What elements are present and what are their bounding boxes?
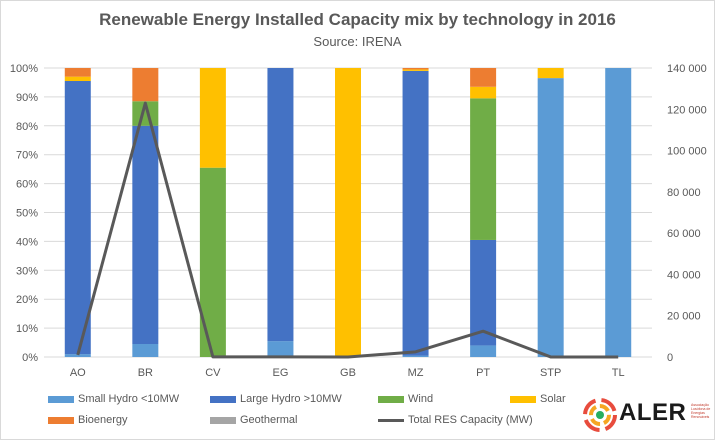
bar-segment xyxy=(470,86,497,99)
bar-segment xyxy=(132,343,159,357)
y-right-tick-label: 20 000 xyxy=(667,311,701,323)
legend-label: Total RES Capacity (MW) xyxy=(408,414,533,426)
bar-segment xyxy=(199,167,226,357)
y-left-tick-label: 30% xyxy=(16,265,38,277)
x-tick-label: MZ xyxy=(408,367,424,379)
x-tick-label: AO xyxy=(70,367,86,379)
bar-segment xyxy=(64,68,91,77)
aler-logo: ALER Associação Lusófona de Energias Ren… xyxy=(583,395,713,435)
y-right-tick-label: 40 000 xyxy=(667,269,701,281)
bar-segment xyxy=(402,70,429,356)
x-tick-label: GB xyxy=(340,367,356,379)
legend-swatch xyxy=(510,395,536,403)
plot-area: 0% 10% 20% 30% 40% 50% 60% 70% 80% 90% 100% 0 20 000… xyxy=(10,63,707,379)
y-left-tick-label: 10% xyxy=(16,323,38,335)
aler-logo-tagline: Associação Lusófona de Energias Renováve… xyxy=(691,403,711,419)
x-tick-label: EG xyxy=(272,367,288,379)
y-right-tick-label: 120 000 xyxy=(667,104,707,116)
legend-item: Large Hydro >10MW xyxy=(210,393,342,405)
bar-segment xyxy=(402,68,429,70)
x-tick-label: TL xyxy=(612,367,625,379)
legend-item: Small Hydro <10MW xyxy=(48,393,179,405)
legend-label: Bioenergy xyxy=(78,414,128,426)
legend-swatch xyxy=(210,395,236,403)
chart-title: Renewable Energy Installed Capacity mix … xyxy=(99,10,616,29)
y-left-tick-label: 90% xyxy=(16,92,38,104)
legend-label: Small Hydro <10MW xyxy=(78,393,180,405)
y-right-tick-label: 140 000 xyxy=(667,63,707,75)
x-tick-label: BR xyxy=(138,367,153,379)
bar-segment xyxy=(402,69,429,71)
legend-item: Solar xyxy=(510,393,566,405)
bar-segment xyxy=(132,68,159,102)
y-right-tick-label: 60 000 xyxy=(667,228,701,240)
bar-segment xyxy=(470,345,497,357)
y-left-tick-label: 0% xyxy=(22,352,38,364)
bar-segment xyxy=(335,68,361,357)
legend-item: Wind xyxy=(378,393,433,405)
legend-label: Solar xyxy=(540,393,566,405)
y-left-tick-label: 80% xyxy=(16,121,38,133)
bar-segment xyxy=(470,98,497,240)
legend-label: Geothermal xyxy=(240,414,298,426)
legend-item: Geothermal xyxy=(210,414,297,426)
bar-segment xyxy=(64,76,91,82)
y-left-tick-label: 70% xyxy=(16,150,38,162)
legend-item: Bioenergy xyxy=(48,414,128,426)
legend-swatch xyxy=(48,416,74,424)
y-left-tick-label: 100% xyxy=(10,63,38,75)
legend: Small Hydro <10MW Large Hydro >10MW Wind So… xyxy=(48,393,568,435)
bar-segment xyxy=(199,68,226,168)
legend-swatch xyxy=(210,416,236,424)
y-left-tick-label: 50% xyxy=(16,208,38,220)
chart-subtitle: Source: IRENA xyxy=(313,34,402,49)
bar-segment xyxy=(605,68,632,357)
bar-segment xyxy=(132,125,159,344)
y-right-tick-label: 80 000 xyxy=(667,187,701,199)
bar-segment xyxy=(470,239,497,346)
bar-segment xyxy=(402,355,429,357)
x-tick-label: CV xyxy=(205,367,221,379)
total-capacity-line xyxy=(76,101,619,359)
legend-label: Large Hydro >10MW xyxy=(240,393,342,405)
aler-logo-text: ALER xyxy=(619,399,687,426)
aler-logo-icon xyxy=(583,398,617,432)
bar-segment xyxy=(470,68,497,87)
bar-segment xyxy=(64,354,91,357)
y-left-tick-label: 40% xyxy=(16,236,38,248)
legend-label: Wind xyxy=(408,393,434,405)
x-tick-label: PT xyxy=(476,367,490,379)
bar-segment xyxy=(537,78,564,358)
x-tick-label: STP xyxy=(540,367,561,379)
legend-swatch xyxy=(378,395,404,403)
y-right-tick-label: 100 000 xyxy=(667,146,707,158)
legend-swatch xyxy=(48,395,74,403)
bar-segment xyxy=(267,68,294,342)
bar-segment xyxy=(64,81,91,355)
legend-swatch xyxy=(378,418,404,422)
legend-item: Total RES Capacity (MW) xyxy=(378,414,533,426)
bar-segment xyxy=(267,341,294,357)
y-right-tick-label: 0 xyxy=(667,352,673,364)
bar-segment xyxy=(537,68,564,79)
y-left-tick-label: 60% xyxy=(16,179,38,191)
y-left-tick-label: 20% xyxy=(16,294,38,306)
